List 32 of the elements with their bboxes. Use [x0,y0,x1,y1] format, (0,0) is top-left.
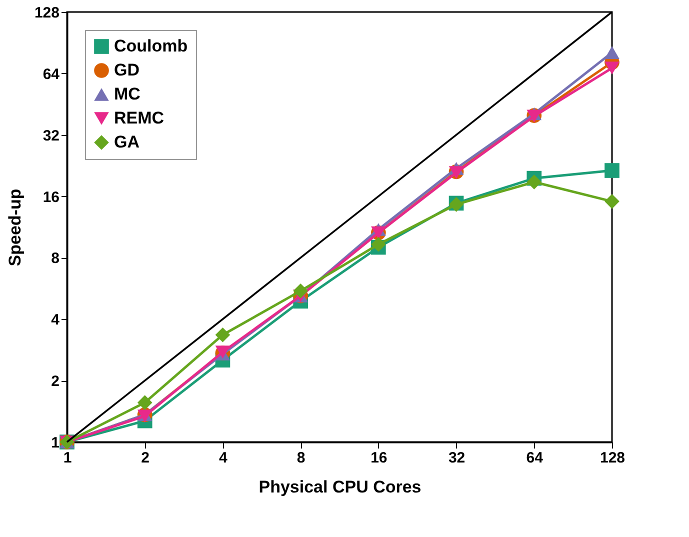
point [604,62,620,74]
x-tick-label: 2 [141,450,150,466]
y-tick-label: 8 [51,250,60,268]
legend-label: GD [114,60,140,80]
y-tick-label: 16 [42,188,60,206]
legend-label: REMC [114,108,164,128]
x-tick-label: 32 [448,450,466,466]
x-tick-label: 1 [63,450,72,466]
y-tick-label: 1 [51,434,60,452]
y-tick-label: 64 [42,66,60,83]
y-axis-title: Speed-up [5,188,24,266]
y-tick-label: 2 [51,373,60,390]
y-tick-label: 32 [42,127,60,144]
point [526,174,542,190]
point [137,395,152,410]
point [604,163,620,178]
x-tick-label: 128 [600,450,626,466]
point [371,236,386,252]
x-tick-label: 4 [219,450,228,466]
legend-label: Coulomb [114,36,188,56]
x-tick-label: 64 [526,450,544,466]
y-tick-label: 4 [51,312,60,329]
point [604,194,620,209]
x-tick-label: 8 [296,450,306,466]
legend-label: MC [114,84,140,104]
point [604,46,620,59]
legend-label: GA [114,132,140,152]
x-tick-label: 16 [370,450,388,466]
x-axis-title: Physical CPU Cores [258,478,422,496]
y-tick-label: 128 [34,4,60,22]
point [293,284,308,298]
point [215,327,230,342]
